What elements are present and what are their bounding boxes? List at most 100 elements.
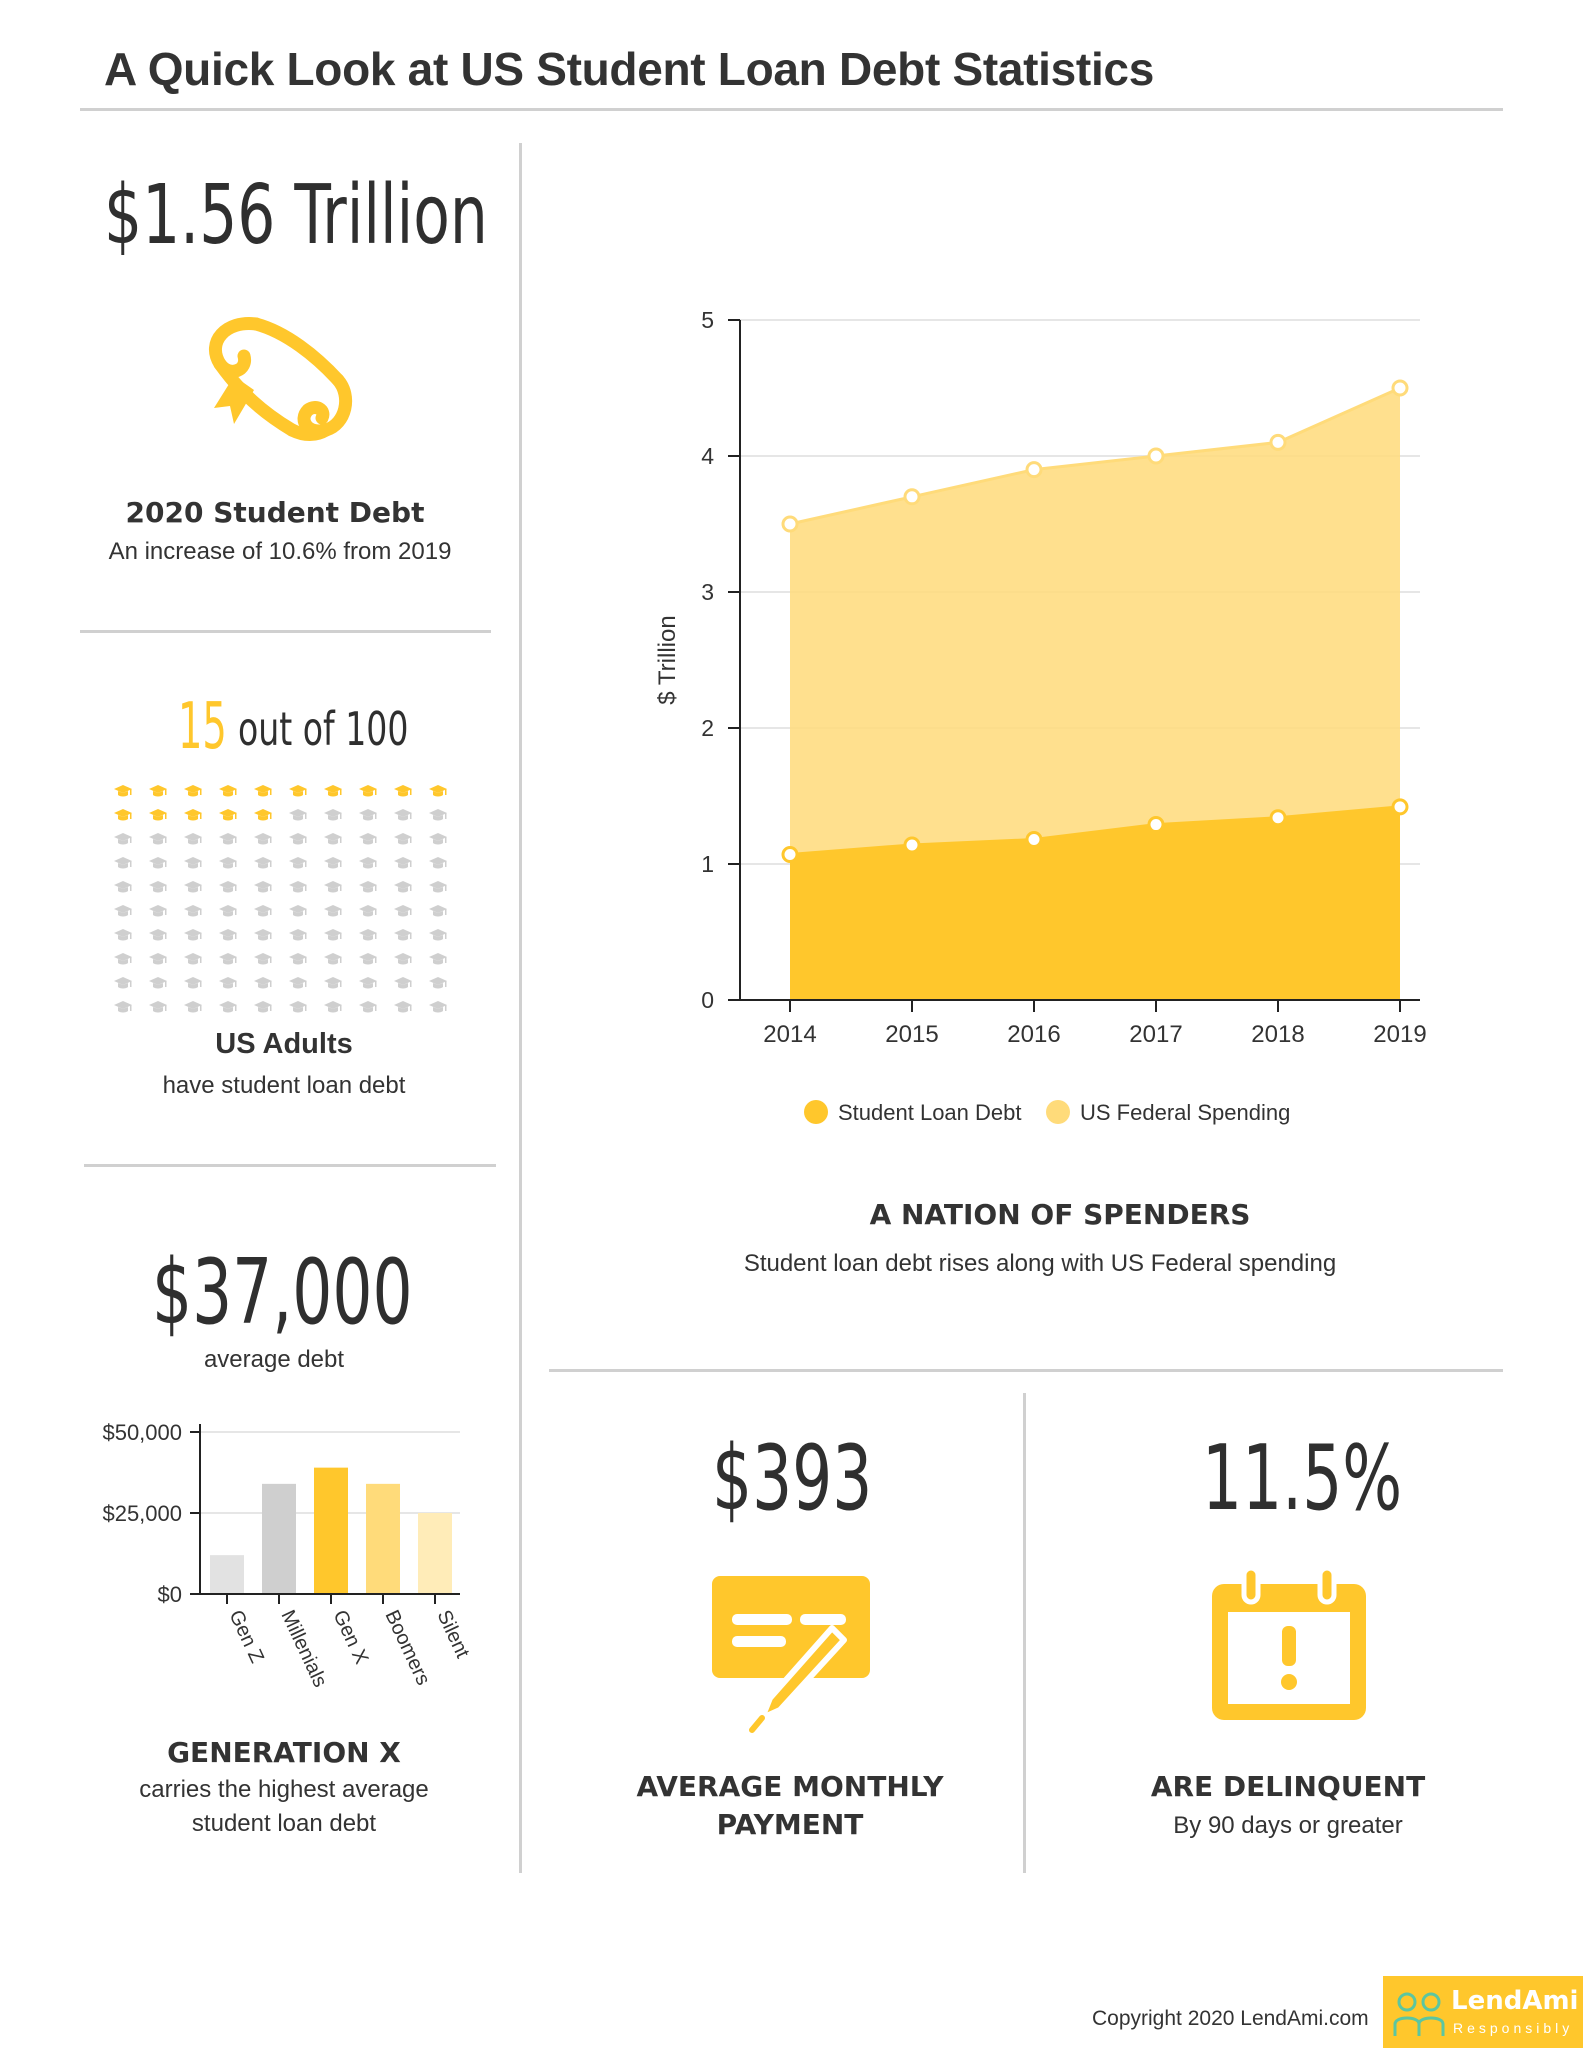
x-tick-label: 2017 xyxy=(1129,1021,1182,1048)
graduation-cap-icon xyxy=(219,833,237,845)
x-tick-label: 2014 xyxy=(763,1021,816,1048)
graduation-cap-icon xyxy=(149,1001,167,1013)
data-point xyxy=(1147,816,1165,834)
y-tick-label: $50,000 xyxy=(102,1420,182,1445)
x-tick-label: 2018 xyxy=(1251,1021,1304,1048)
graduation-cap-icon xyxy=(324,977,342,989)
delinquent-subtext: By 90 days or greater xyxy=(1173,1812,1403,1839)
graduation-cap-icon xyxy=(359,785,377,797)
graduation-cap-icon xyxy=(184,905,202,917)
average-debt-value: $37,000 xyxy=(152,1240,413,1345)
y-tick-label: 5 xyxy=(701,307,714,333)
logo-name: LendAmi xyxy=(1451,1986,1579,2016)
graduation-cap-icon xyxy=(254,857,272,869)
graduation-cap-icon xyxy=(219,977,237,989)
graduation-cap-icon xyxy=(184,977,202,989)
y-tick-label: 3 xyxy=(701,579,714,605)
stats-divider xyxy=(1023,1393,1026,1873)
graduation-cap-icon xyxy=(359,905,377,917)
graduation-cap-icon xyxy=(429,785,447,797)
data-point xyxy=(781,845,799,863)
generation-x-subtext-1: carries the highest average xyxy=(139,1776,429,1803)
y-tick-label: 2 xyxy=(701,715,714,741)
monthly-payment-heading-2: PAYMENT xyxy=(716,1808,864,1841)
graduation-cap-icon xyxy=(359,857,377,869)
graduation-cap-icon xyxy=(394,785,412,797)
graduation-cap-icon xyxy=(289,977,307,989)
graduation-cap-icon xyxy=(429,977,447,989)
y-tick-label: 4 xyxy=(701,443,714,469)
bar xyxy=(366,1483,400,1594)
lendami-logo[interactable]: LendAmi Responsibly xyxy=(1383,1976,1583,2048)
graduation-cap-icon xyxy=(219,905,237,917)
generation-x-heading: GENERATION X xyxy=(167,1736,401,1769)
graduation-cap-icon xyxy=(324,953,342,965)
graduation-cap-icon xyxy=(114,1001,132,1013)
graduation-cap-icon xyxy=(359,929,377,941)
x-tick-label: 2016 xyxy=(1007,1021,1060,1048)
x-tick-label: Gen X xyxy=(328,1607,372,1668)
data-point xyxy=(1025,461,1043,479)
graduation-cap-icon xyxy=(114,857,132,869)
graduation-cap-icon xyxy=(394,857,412,869)
graduation-cap-icon xyxy=(394,809,412,821)
graduation-cap-icon xyxy=(184,953,202,965)
student-debt-heading: 2020 Student Debt xyxy=(125,496,425,529)
graduation-cap-icon xyxy=(184,857,202,869)
adults-count: 15 xyxy=(178,690,227,764)
graduation-cap-icon xyxy=(254,977,272,989)
graduation-cap-icon xyxy=(324,1001,342,1013)
graduation-cap-icon xyxy=(219,881,237,893)
adults-icon-grid xyxy=(114,785,447,1013)
diploma-scroll-icon xyxy=(196,312,356,458)
legend-label: Student Loan Debt xyxy=(838,1100,1021,1125)
y-axis-label: $ Trillion xyxy=(654,615,681,704)
legend-swatch xyxy=(1046,1100,1070,1124)
graduation-cap-icon xyxy=(429,809,447,821)
data-point xyxy=(903,836,921,854)
graduation-cap-icon xyxy=(114,809,132,821)
copyright-text: Copyright 2020 LendAmi.com xyxy=(1092,2007,1369,2030)
graduation-cap-icon xyxy=(114,785,132,797)
graduation-cap-icon xyxy=(359,833,377,845)
us-adults-heading: US Adults xyxy=(215,1028,353,1060)
graduation-cap-icon xyxy=(429,953,447,965)
graduation-cap-icon xyxy=(394,833,412,845)
left-divider-2 xyxy=(84,1164,496,1167)
graduation-cap-icon xyxy=(429,857,447,869)
calendar-alert-icon xyxy=(1210,1565,1370,1726)
graduation-cap-icon xyxy=(114,929,132,941)
graduation-cap-icon xyxy=(289,809,307,821)
series-line xyxy=(789,805,1401,856)
graduation-cap-icon xyxy=(289,857,307,869)
graduation-cap-icon xyxy=(394,1001,412,1013)
graduation-cap-icon xyxy=(359,881,377,893)
graduation-cap-icon xyxy=(359,1001,377,1013)
graduation-cap-icon xyxy=(149,785,167,797)
y-tick-label: 0 xyxy=(701,987,714,1013)
delinquent-heading: ARE DELINQUENT xyxy=(1150,1770,1426,1803)
graduation-cap-icon xyxy=(324,881,342,893)
y-tick-label: $0 xyxy=(158,1582,182,1607)
generation-x-subtext-2: student loan debt xyxy=(191,1810,377,1837)
graduation-cap-icon xyxy=(324,785,342,797)
graduation-cap-icon xyxy=(114,833,132,845)
data-point xyxy=(1025,831,1043,849)
graduation-cap-icon xyxy=(359,977,377,989)
graduation-cap-icon xyxy=(149,953,167,965)
bar xyxy=(418,1513,452,1594)
logo-tagline: Responsibly xyxy=(1453,2020,1574,2036)
graduation-cap-icon xyxy=(219,929,237,941)
check-signing-icon xyxy=(712,1574,872,1734)
graduation-cap-icon xyxy=(394,881,412,893)
graduation-cap-icon xyxy=(254,953,272,965)
graduation-cap-icon xyxy=(324,833,342,845)
bar xyxy=(314,1467,348,1594)
graduation-cap-icon xyxy=(394,977,412,989)
graduation-cap-icon xyxy=(324,857,342,869)
delinquent-value: 11.5% xyxy=(1202,1426,1403,1531)
series-area xyxy=(790,806,1400,1000)
people-icon xyxy=(1391,1990,1447,2038)
graduation-cap-icon xyxy=(289,1001,307,1013)
